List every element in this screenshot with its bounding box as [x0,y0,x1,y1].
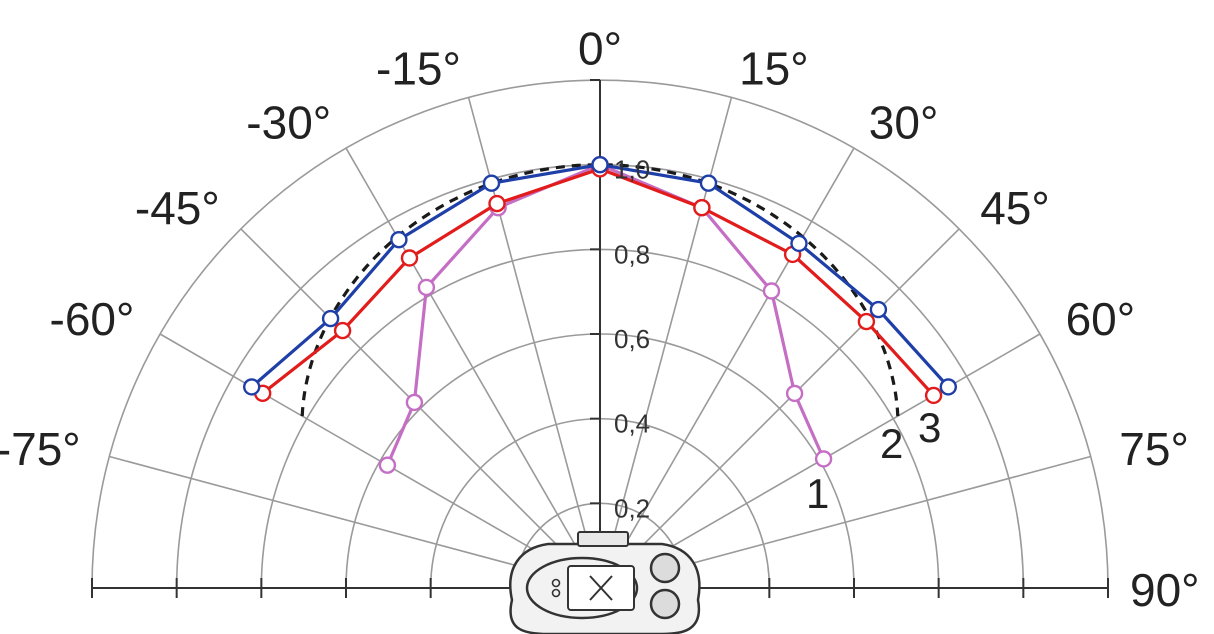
series-point-2 [333,321,352,340]
angle-tick-label: -60° [50,293,135,345]
series-layer [242,155,957,474]
grid-spoke [467,97,601,589]
device-screen-bezel [525,556,639,620]
series-point-1 [417,278,436,297]
device-led-bottom [551,588,561,598]
label-layer: -75° -60° -45° -30° -15° 0° 15° 30° 45° 60° 75° 90°… [0,22,1200,616]
angle-tick-label: -75° [0,423,81,475]
angle-tick-label: -30° [246,96,331,148]
device-button-bottom [649,588,681,620]
radial-tick-label: 0,6 [614,324,650,354]
series-point-3 [869,300,888,319]
series-point-3 [242,378,261,396]
angle-tick-label: 15° [739,43,809,95]
radial-tick-label: 1,0 [614,155,650,185]
series-point-2 [488,194,506,213]
grid-spoke [599,147,855,589]
series-label-1: 1 [806,470,829,517]
angle-tick-label: 75° [1119,423,1189,475]
angle-tick-label: 0° [578,22,622,74]
series-point-1 [814,450,833,468]
series-point-3 [321,309,340,328]
grid-spoke [345,147,601,589]
angle-tick-label: -45° [135,182,220,234]
series-point-2 [924,386,943,405]
angle-tick-label: 30° [869,96,939,148]
series-point-3 [699,174,718,192]
radial-tick-label: 0,8 [614,239,650,269]
series-point-1 [785,384,804,403]
angle-tick-label: 60° [1066,293,1136,345]
device-button-top [649,552,681,584]
series-label-2: 2 [880,420,903,467]
series-point-2 [857,312,876,331]
series-point-1 [378,456,397,474]
device-screen-cross-b [589,575,613,601]
grid-spoke [599,228,960,589]
device-top-tab [577,531,629,547]
radial-tick-label: 0,2 [614,493,650,523]
series-point-3 [482,174,501,192]
series-point-3 [591,155,609,174]
radial-tick-label: 0,4 [614,409,650,439]
series-point-3 [939,378,957,396]
angle-tick-label: 45° [980,182,1050,234]
device-icon [509,531,701,634]
series-point-3 [790,234,808,253]
series-point-1 [405,393,424,412]
series-point-2 [400,249,419,267]
angle-tick-label: 90° [1130,564,1200,616]
series-point-2 [693,198,711,217]
series-label-3: 3 [918,404,941,451]
series-point-1 [762,282,781,300]
series-point-3 [390,230,408,249]
device-led-top [551,578,561,588]
angle-tick-label: -15° [376,43,461,95]
